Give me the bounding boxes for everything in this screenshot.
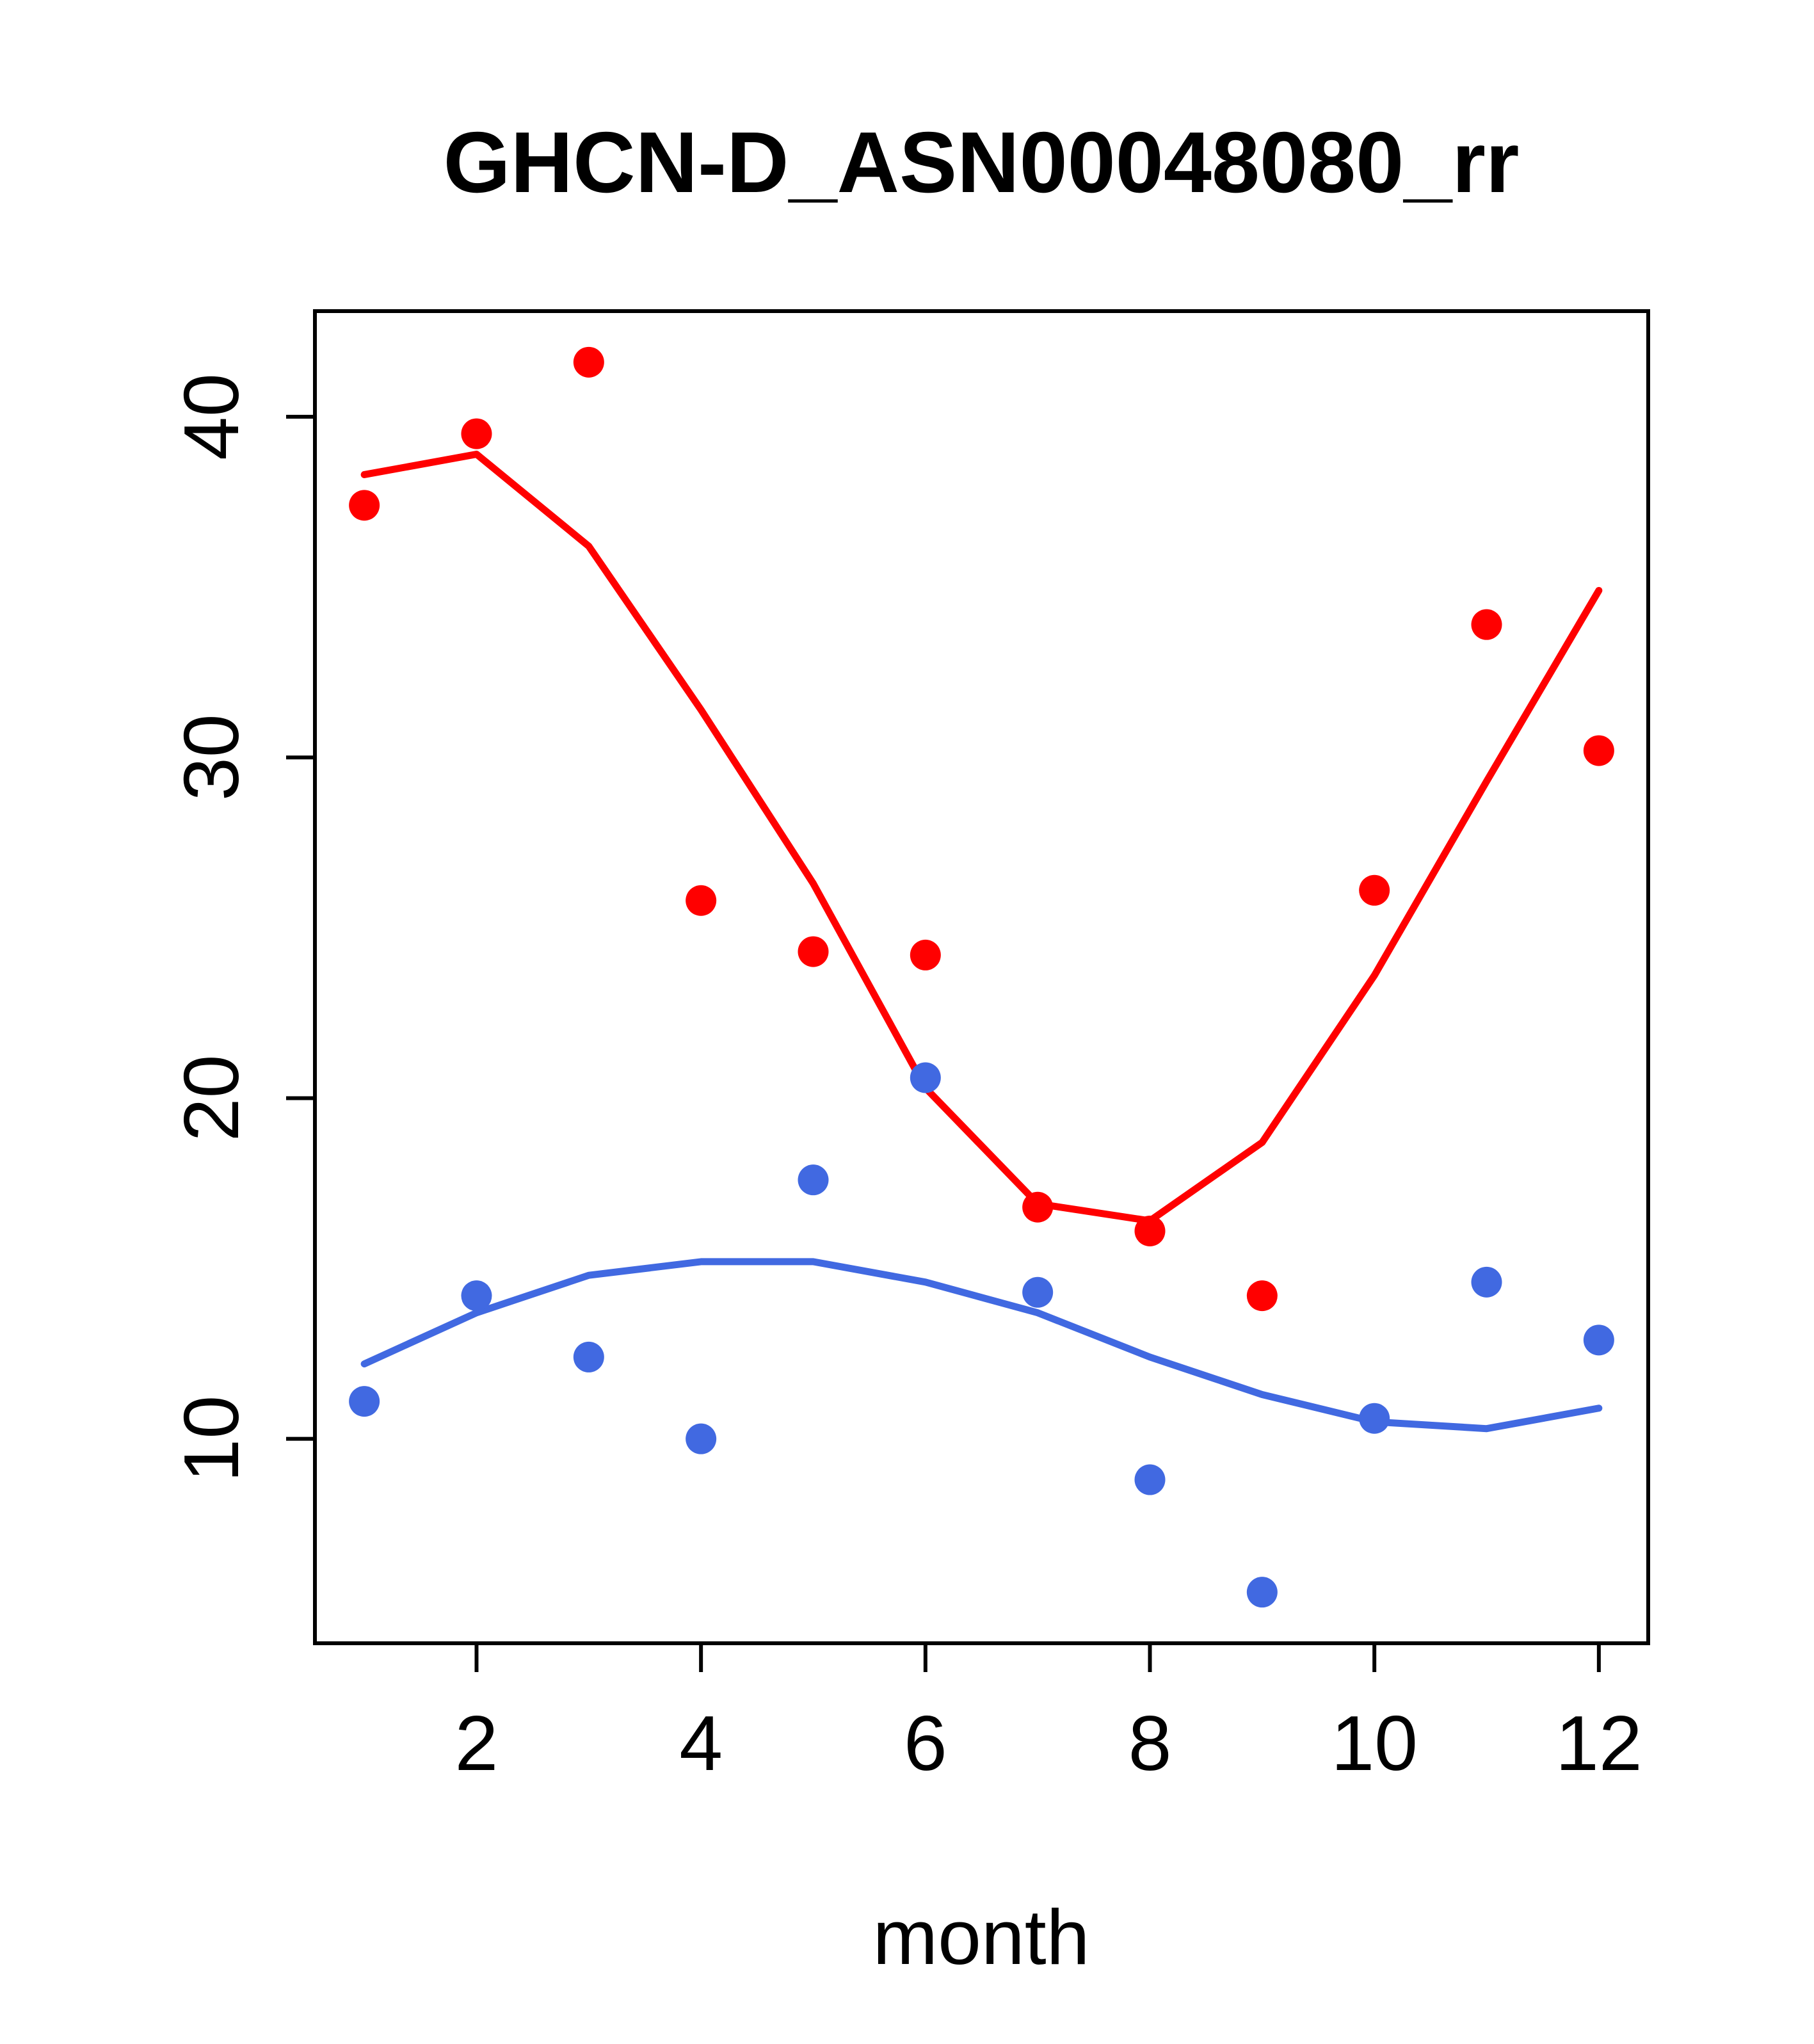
red-point	[1583, 735, 1614, 766]
x-tick-label: 2	[455, 1700, 499, 1787]
blue-point	[798, 1164, 829, 1196]
red-point	[573, 346, 604, 378]
red-point	[1359, 874, 1390, 906]
blue-point	[573, 1341, 604, 1372]
red-point	[461, 418, 492, 449]
y-tick-label: 10	[168, 1396, 255, 1483]
axes-layer: 2 4 6 8 10 12 10 20 30 40	[168, 373, 1642, 1787]
blue-smooth-line	[360, 1258, 1603, 1433]
x-tick-label: 10	[1331, 1700, 1418, 1787]
y-tick-label: 40	[168, 373, 255, 460]
chart-title: GHCN-D_ASN00048080_rr	[444, 114, 1520, 211]
blue-point	[1246, 1577, 1278, 1608]
y-tick-label: 20	[168, 1055, 255, 1142]
red-point	[798, 936, 829, 967]
red-smooth-line	[360, 451, 1603, 1225]
x-tick-label: 12	[1555, 1700, 1642, 1787]
blue-point	[1022, 1276, 1054, 1308]
smooth-lines-layer	[360, 451, 1603, 1433]
red-point	[1134, 1216, 1166, 1247]
blue-point	[1471, 1266, 1502, 1298]
y-tick-label: 30	[168, 714, 255, 801]
red-point	[686, 885, 717, 916]
plot-box	[313, 309, 1650, 1645]
blue-point	[349, 1386, 380, 1417]
x-tick-label: 8	[1128, 1700, 1172, 1787]
red-point	[1246, 1280, 1278, 1312]
x-axis-label: month	[872, 1894, 1089, 1981]
red-point	[1471, 609, 1502, 640]
red-point	[1022, 1191, 1054, 1223]
blue-point	[910, 1062, 941, 1093]
x-tick-label: 4	[679, 1700, 723, 1787]
blue-point	[1134, 1464, 1166, 1495]
blue-point	[461, 1280, 492, 1312]
red-point	[349, 490, 380, 521]
points-layer	[349, 346, 1614, 1608]
blue-point	[1583, 1324, 1614, 1356]
blue-point	[1359, 1403, 1390, 1434]
blue-point	[686, 1423, 717, 1454]
red-point	[910, 939, 941, 970]
x-tick-label: 6	[904, 1700, 947, 1787]
